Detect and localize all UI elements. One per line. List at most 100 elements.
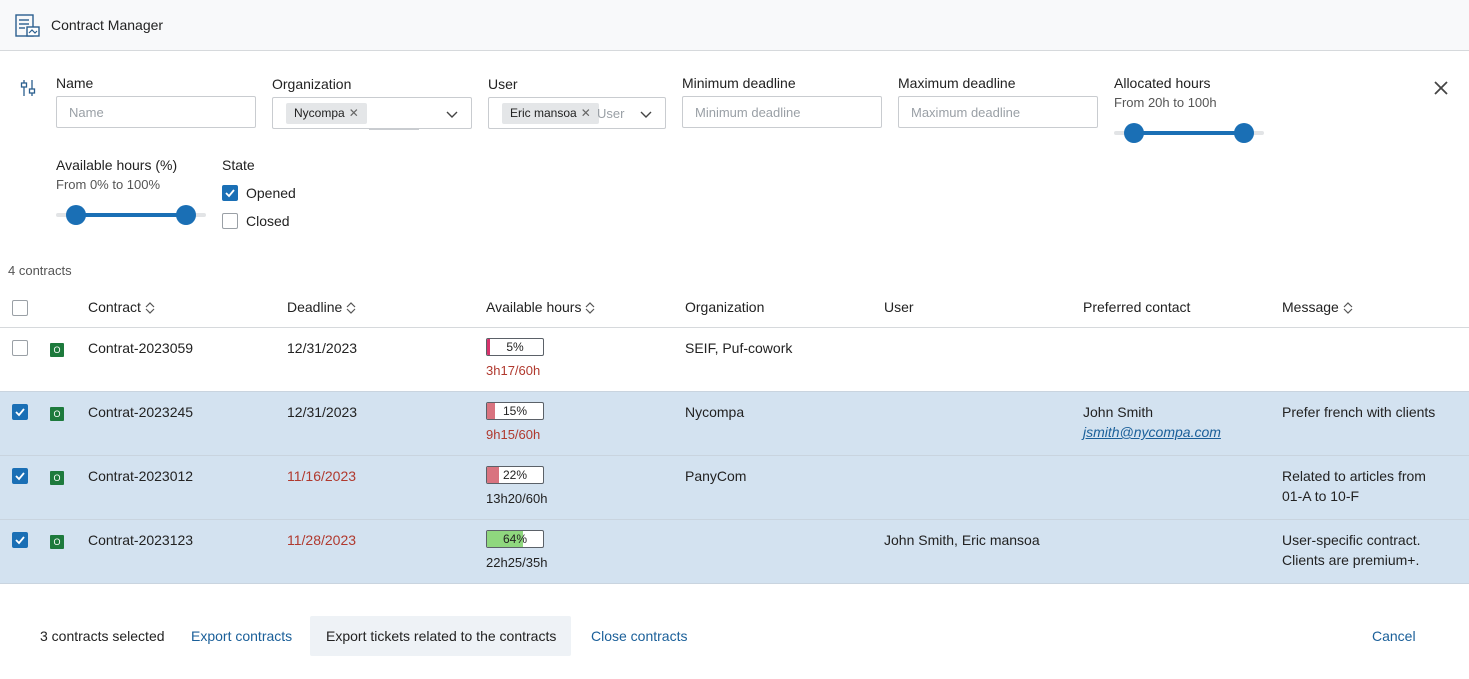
name-filter-label: Name — [56, 75, 94, 91]
slider-max-thumb[interactable] — [1234, 123, 1254, 143]
slider-fill — [1134, 131, 1244, 135]
deadline: 12/31/2023 — [287, 404, 358, 420]
sort-icon[interactable] — [346, 301, 356, 315]
min-deadline-label: Minimum deadline — [682, 75, 796, 91]
remove-chip-icon[interactable]: ✕ — [348, 106, 359, 120]
organization-chip: Nycompa ✕ — [286, 103, 367, 124]
available-hours-bar: 64% — [486, 530, 544, 548]
selected-count: 3 contracts selected — [40, 628, 165, 644]
column-header-user: User — [884, 299, 914, 315]
checkmark-icon — [225, 189, 235, 198]
chevron-down-icon[interactable] — [445, 107, 459, 121]
hours-text: 22h25/35h — [486, 555, 548, 570]
table-row[interactable]: O Contrat-2023012 11/16/2023 22% 13h20/60h Pa… — [0, 456, 1469, 520]
results-count: 4 contracts — [8, 263, 72, 278]
percent-value: 15% — [502, 404, 528, 418]
user: John Smith, Eric mansoa — [884, 532, 1040, 548]
available-hours-bar: 5% — [486, 338, 544, 356]
user-filter-label: User — [488, 76, 518, 92]
slider-min-thumb[interactable] — [66, 205, 86, 225]
user-select[interactable]: Eric mansoa ✕ User — [488, 97, 666, 129]
deadline: 12/31/2023 — [287, 340, 358, 356]
allocated-hours-slider[interactable] — [1114, 123, 1264, 143]
min-deadline-input[interactable] — [682, 96, 882, 128]
table-row[interactable]: O Contrat-2023245 12/31/2023 15% 9h15/60h Nyc… — [0, 392, 1469, 456]
available-hours-bar: 22% — [486, 466, 544, 484]
checkmark-icon — [15, 472, 25, 481]
state-badge: O — [50, 407, 64, 421]
table-row[interactable]: O Contrat-2023123 11/28/2023 64% 22h25/35h Jo… — [0, 520, 1469, 584]
checkmark-icon — [15, 536, 25, 545]
column-header-contract[interactable]: Contract — [88, 299, 155, 315]
sort-icon[interactable] — [145, 301, 155, 315]
app-header: Contract Manager — [0, 0, 1469, 51]
cancel-button[interactable]: Cancel — [1372, 628, 1416, 644]
state-badge: O — [50, 471, 64, 485]
hours-text: 13h20/60h — [486, 491, 548, 506]
allocated-hours-range-text: From 20h to 100h — [1114, 95, 1217, 110]
app-title: Contract Manager — [51, 17, 164, 33]
remove-chip-icon[interactable]: ✕ — [580, 106, 591, 120]
column-header-message[interactable]: Message — [1282, 299, 1353, 315]
column-header-deadline[interactable]: Deadline — [287, 299, 356, 315]
user-select-placeholder: User — [597, 106, 625, 121]
available-hours-slider[interactable] — [56, 205, 206, 225]
filter-settings-icon[interactable] — [19, 79, 37, 97]
select-all-checkbox[interactable] — [12, 300, 28, 316]
organization: SEIF, Puf-cowork — [685, 340, 793, 356]
name-filter-input[interactable] — [56, 96, 256, 128]
row-checkbox[interactable] — [12, 532, 28, 548]
contract-id[interactable]: Contrat-2023012 — [88, 468, 194, 484]
available-hours-bar: 15% — [486, 402, 544, 420]
close-filters-icon[interactable] — [1432, 79, 1450, 97]
allocated-hours-label: Allocated hours — [1114, 75, 1211, 91]
deadline: 11/28/2023 — [287, 532, 357, 548]
user-chip: Eric mansoa ✕ — [502, 103, 599, 124]
column-header-available-hours[interactable]: Available hours — [486, 299, 595, 315]
selection-action-bar: 3 contracts selected Export contracts Ex… — [0, 585, 1469, 679]
bar-fill — [487, 531, 523, 547]
message-line: User-specific contract. — [1282, 532, 1421, 548]
checkmark-icon — [15, 408, 25, 417]
contact-email-link[interactable]: jsmith@nycompa.com — [1083, 424, 1221, 440]
state-opened-checkbox[interactable] — [222, 185, 238, 201]
contract-id[interactable]: Contrat-2023059 — [88, 340, 194, 356]
sort-icon[interactable] — [1343, 301, 1353, 315]
column-label: Deadline — [287, 299, 343, 315]
column-label: Available hours — [486, 299, 582, 315]
sort-icon[interactable] — [585, 301, 595, 315]
export-contracts-button[interactable]: Export contracts — [191, 628, 293, 644]
table-header: Contract Deadline Available hours Organi… — [0, 288, 1469, 328]
contract-id[interactable]: Contrat-2023123 — [88, 532, 194, 548]
row-checkbox[interactable] — [12, 340, 28, 356]
slider-min-thumb[interactable] — [1124, 123, 1144, 143]
state-closed-checkbox[interactable] — [222, 213, 238, 229]
bar-fill — [487, 403, 496, 419]
percent-value: 22% — [502, 468, 528, 482]
state-opened-label: Opened — [246, 185, 296, 201]
available-hours-range-text: From 0% to 100% — [56, 177, 161, 192]
column-header-preferred-contact: Preferred contact — [1083, 299, 1191, 315]
max-deadline-input[interactable] — [898, 96, 1098, 128]
row-checkbox[interactable] — [12, 404, 28, 420]
column-header-organization: Organization — [685, 299, 765, 315]
organization: Nycompa — [685, 404, 745, 420]
state-badge: O — [50, 343, 64, 357]
hours-text: 9h15/60h — [486, 427, 541, 442]
bar-fill — [487, 467, 500, 483]
organization-chip-label: Nycompa — [294, 106, 345, 120]
chevron-down-icon[interactable] — [639, 107, 653, 121]
state-closed-label: Closed — [246, 213, 290, 229]
bar-fill — [487, 339, 490, 355]
row-checkbox[interactable] — [12, 468, 28, 484]
table-row[interactable]: O Contrat-2023059 12/31/2023 5% 3h17/60h SEIF… — [0, 328, 1469, 392]
message-line: Clients are premium+. — [1282, 552, 1420, 568]
slider-max-thumb[interactable] — [176, 205, 196, 225]
organization-select[interactable]: Nycompa ✕ — [272, 97, 472, 130]
close-contracts-button[interactable]: Close contracts — [591, 628, 688, 644]
export-tickets-button[interactable]: Export tickets related to the contracts — [310, 616, 571, 656]
export-tickets-label: Export tickets related to the contracts — [326, 628, 557, 644]
state-badge: O — [50, 535, 64, 549]
message-line: Prefer french with clients — [1282, 404, 1436, 420]
contract-id[interactable]: Contrat-2023245 — [88, 404, 194, 420]
